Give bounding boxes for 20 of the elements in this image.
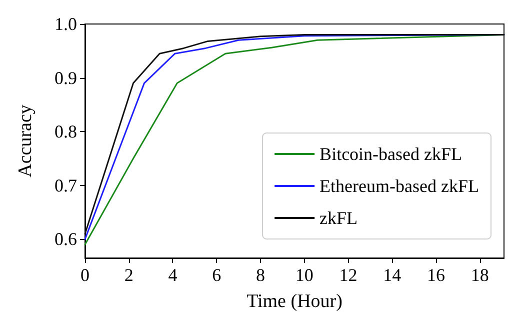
x-tick-label: 2 (124, 265, 134, 285)
y-tick-label: 0.8 (54, 122, 77, 142)
y-tick-label: 0.6 (54, 229, 77, 250)
x-tick-label: 16 (426, 265, 445, 285)
legend-label: zkFL (320, 208, 358, 228)
x-tick-label: 12 (339, 265, 358, 285)
y-axis-title: Accuracy (15, 104, 36, 178)
x-tick-label: 14 (383, 265, 402, 285)
x-tick-label: 18 (470, 265, 489, 285)
x-tick-label: 4 (168, 265, 178, 285)
legend-label: Ethereum-based zkFL (320, 176, 480, 196)
y-tick-label: 0.7 (54, 175, 77, 196)
x-tick-label: 6 (212, 265, 222, 285)
y-tick-label: 1.0 (54, 14, 77, 34)
x-tick-label: 10 (295, 265, 314, 285)
y-tick-label: 0.9 (54, 68, 77, 88)
x-tick-label: 0 (80, 265, 90, 285)
x-tick-label: 8 (256, 265, 265, 285)
x-axis-title: Time (Hour) (246, 291, 342, 312)
legend-label: Bitcoin-based zkFL (320, 144, 462, 164)
